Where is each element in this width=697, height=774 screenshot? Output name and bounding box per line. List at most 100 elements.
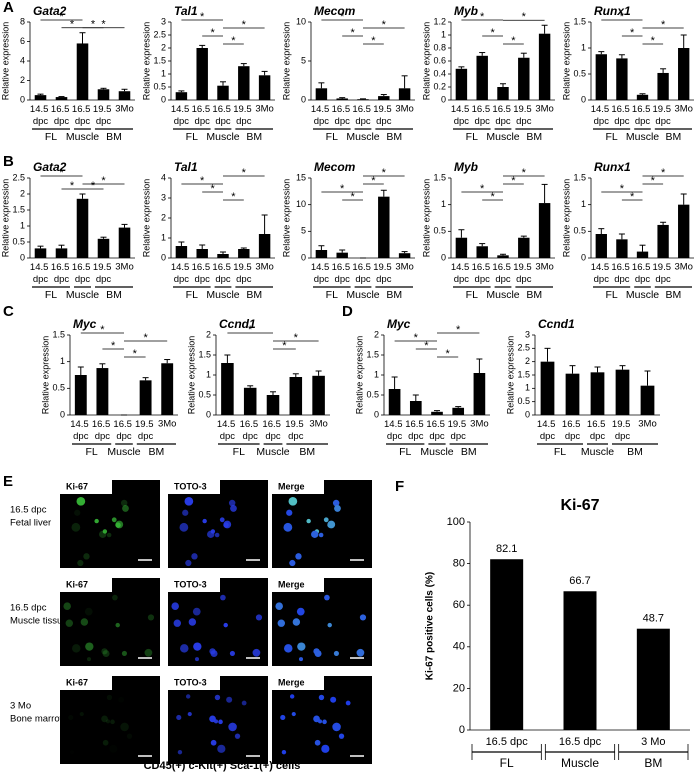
error-bar <box>339 249 346 253</box>
y-tick-label: 1 <box>441 199 446 209</box>
y-tick-label: 1.5 <box>573 172 586 182</box>
error-bar <box>240 247 247 249</box>
y-axis-label: Relative expression <box>561 179 571 258</box>
error-bar <box>598 228 605 234</box>
bar <box>76 198 89 258</box>
significance-label: * <box>231 191 236 203</box>
x-tick-label: 3Mo <box>674 262 692 273</box>
cell <box>214 694 221 701</box>
y-tick-label: 0.5 <box>573 226 586 236</box>
y-tick-label: 1 <box>161 68 166 78</box>
cell <box>193 642 202 651</box>
bar <box>636 94 649 100</box>
error-bar <box>541 24 548 34</box>
error-bar <box>594 366 601 373</box>
chart-title: Gata2 <box>33 4 67 18</box>
bar <box>175 92 188 100</box>
y-tick-label: 4 <box>20 55 25 65</box>
error-bar <box>121 223 128 228</box>
y-tick-label: 4 <box>161 172 166 182</box>
x-tick-label: 14.5 dpc <box>451 262 472 285</box>
y-tick-label: 1.5 <box>153 55 166 65</box>
chart-title: Runx1 <box>594 4 631 18</box>
significance-label: * <box>630 191 635 203</box>
significance-label: * <box>231 35 236 47</box>
error-bar <box>142 377 149 381</box>
bar <box>161 363 174 415</box>
cell <box>228 722 237 732</box>
cell <box>241 700 247 706</box>
bar <box>565 373 580 415</box>
group-label: FL <box>45 289 57 301</box>
cell <box>177 749 183 755</box>
y-tick-label: 0.5 <box>153 81 166 91</box>
cell <box>297 642 306 651</box>
error-bar <box>77 366 84 375</box>
cell <box>192 607 201 616</box>
cell <box>289 694 295 699</box>
cell <box>359 614 367 621</box>
x-tick-label: 14.5 dpc <box>537 419 558 442</box>
cell <box>289 559 296 567</box>
y-tick-label: 1 <box>525 383 530 393</box>
group-label: BM <box>627 446 643 458</box>
channel-label: TOTO-3 <box>174 579 207 589</box>
error-bar <box>199 244 206 249</box>
group-label: Muscle <box>346 289 379 301</box>
bar <box>518 237 530 258</box>
cell <box>228 499 236 507</box>
cell <box>134 701 139 706</box>
x-tick-label: 16.5 dpc <box>559 736 602 748</box>
cell <box>275 602 283 610</box>
y-tick-label: 0 <box>206 409 211 419</box>
cell <box>318 694 325 701</box>
cell <box>99 530 107 539</box>
error-bar <box>618 233 625 240</box>
row-label: 16.5 dpc <box>10 603 47 614</box>
significance-label: * <box>661 19 666 31</box>
cell <box>210 650 218 658</box>
group-label: FL <box>186 131 198 143</box>
cell <box>184 496 194 506</box>
error-bar <box>292 373 299 377</box>
x-tick-label: 14.5 dpc <box>217 419 238 442</box>
x-tick-label: 3Mo <box>395 104 413 115</box>
cell <box>332 499 340 507</box>
y-tick-label: 3 <box>161 16 166 26</box>
cell <box>115 622 120 628</box>
cell <box>101 648 108 655</box>
group-label: BM <box>526 131 542 143</box>
chart-title: Tal1 <box>174 4 198 18</box>
significance-label: * <box>100 324 105 336</box>
bar <box>616 58 628 100</box>
bar <box>55 248 68 258</box>
y-tick-label: 1 <box>581 42 586 52</box>
cell <box>187 711 192 717</box>
x-tick-label: 16.5 dpc <box>611 104 632 127</box>
cell <box>85 642 94 651</box>
cell <box>111 517 117 523</box>
bar <box>238 66 250 100</box>
significance-label: * <box>661 167 666 179</box>
error-bar <box>455 406 462 408</box>
x-tick-label: 16.5 dpc <box>332 262 353 285</box>
chart-title: Mecom <box>314 160 356 174</box>
significance-label: * <box>248 324 253 336</box>
bar <box>175 246 188 258</box>
cell <box>106 694 113 701</box>
group-label: FL <box>326 131 338 143</box>
error-bar <box>479 52 486 56</box>
group-label: Muscle <box>486 131 519 143</box>
cell <box>277 619 285 627</box>
significance-label: * <box>350 191 355 203</box>
cell <box>234 733 241 739</box>
group-label: FL <box>45 131 57 143</box>
cell <box>338 733 345 739</box>
channel-label-box <box>60 676 112 690</box>
cell <box>72 644 81 653</box>
x-tick-label: 3Mo <box>158 419 176 430</box>
y-tick-label: 0 <box>459 724 465 736</box>
x-tick-label: 16.5 dpc <box>632 104 653 127</box>
x-tick-label: 19.5 dpc <box>373 262 394 285</box>
